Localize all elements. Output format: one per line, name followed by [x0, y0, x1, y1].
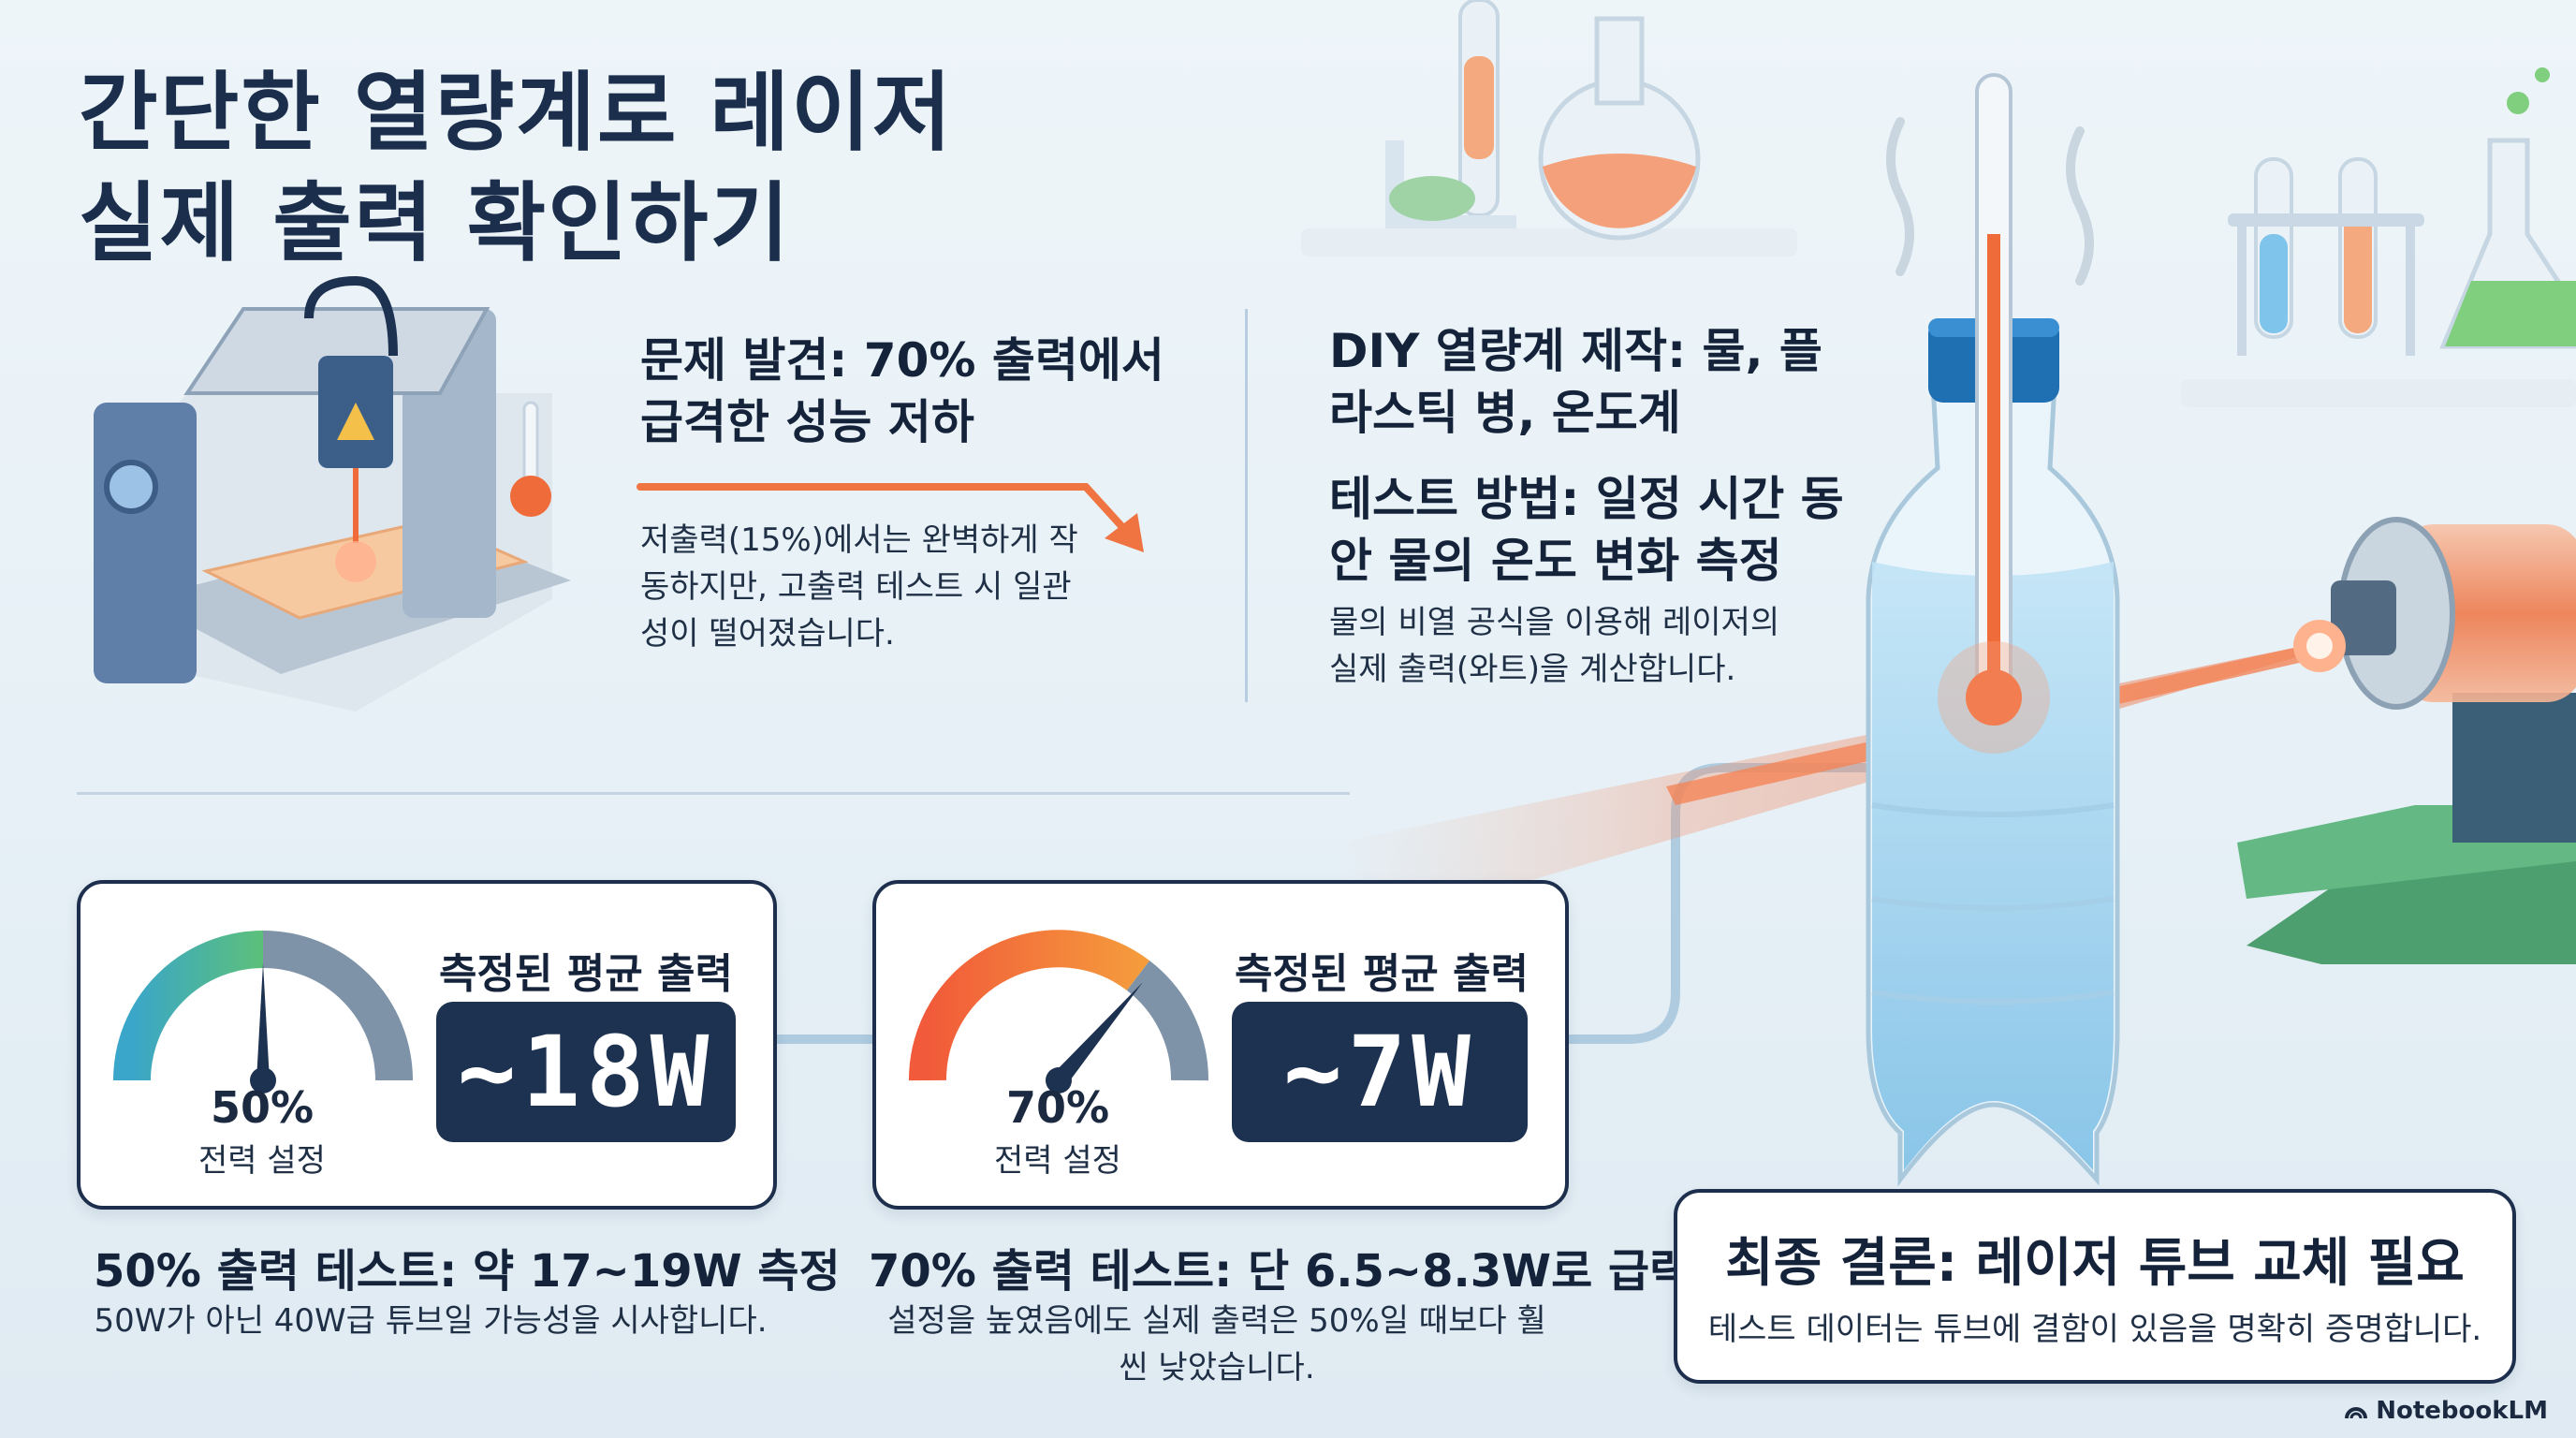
- brand-watermark: NotebookLM: [2344, 1397, 2548, 1425]
- notebooklm-logo-icon: [2345, 1407, 2368, 1419]
- brand-name: NotebookLM: [2376, 1397, 2548, 1425]
- title-line-2: 실제 출력 확인하기: [79, 173, 792, 273]
- laser-cutter-icon: [94, 275, 571, 712]
- diy-heading: DIY 열량계 제작: 물, 플라스틱 병, 온도계: [1329, 324, 1822, 440]
- bottle-thermometer-icon: [1866, 73, 2120, 1187]
- test-card-50: 50% 전력 설정 측정된 평균 출력 ~18W: [77, 880, 777, 1210]
- gauge-50-needle: [256, 963, 270, 1080]
- laser-tube-icon: [2237, 517, 2576, 964]
- title-line-1: 간단한 열량계로 레이저: [79, 63, 954, 163]
- conclusion-card: 최종 결론: 레이저 튜브 교체 필요 테스트 데이터는 튜브에 결함이 있음을…: [1674, 1189, 2516, 1384]
- test-card-70: 70% 전력 설정 측정된 평균 출력 ~7W: [872, 880, 1569, 1210]
- result-50-body: 50W가 아닌 40W급 튜브일 가능성을 시사합니다.: [94, 1302, 768, 1340]
- gauge-70-label: 전력 설정: [994, 1142, 1121, 1180]
- result-70-body: 설정을 높였음에도 실제 출력은 50%일 때보다 훨씬 낮았습니다.: [887, 1302, 1546, 1387]
- measured-value-50: ~18W: [436, 1002, 736, 1142]
- gauge-70-needle: [1051, 982, 1143, 1087]
- measured-label-50: 측정된 평균 출력: [439, 950, 733, 998]
- method-heading: 테스트 방법: 일정 시간 동안 물의 온도 변화 측정: [1329, 472, 1844, 588]
- gauge-50-label: 전력 설정: [198, 1142, 326, 1180]
- problem-heading: 문제 발견: 70% 출력에서 급격한 성능 저하: [640, 333, 1164, 449]
- page-title: 간단한 열량계로 레이저 실제 출력 확인하기: [79, 58, 1071, 279]
- gauge-50-icon: [113, 931, 413, 1093]
- measured-value-70: ~7W: [1232, 1002, 1528, 1142]
- section-divider: [1245, 309, 1248, 702]
- problem-body: 저출력(15%)에서는 완벽하게 작동하지만, 고출력 테스트 시 일관성이 떨…: [640, 521, 1078, 653]
- gauge-50-percent: 50%: [210, 1082, 315, 1133]
- gauge-70-percent: 70%: [1005, 1082, 1110, 1133]
- conclusion-heading: 최종 결론: 레이저 튜브 교체 필요: [1725, 1233, 2465, 1294]
- horizontal-divider: [77, 792, 1350, 795]
- method-body: 물의 비열 공식을 이용해 레이저의 실제 출력(와트)을 계산합니다.: [1329, 604, 1780, 688]
- result-50-heading: 50% 출력 테스트: 약 17~19W 측정: [94, 1245, 841, 1298]
- measured-label-70: 측정된 평균 출력: [1235, 950, 1529, 998]
- result-70-heading: 70% 출력 테스트: 단 6.5~8.3W로 급락: [869, 1245, 1691, 1298]
- conclusion-body: 테스트 데이터는 튜브에 결함이 있음을 명확히 증명합니다.: [1707, 1311, 2482, 1348]
- gauge-70-icon: [908, 930, 1209, 1093]
